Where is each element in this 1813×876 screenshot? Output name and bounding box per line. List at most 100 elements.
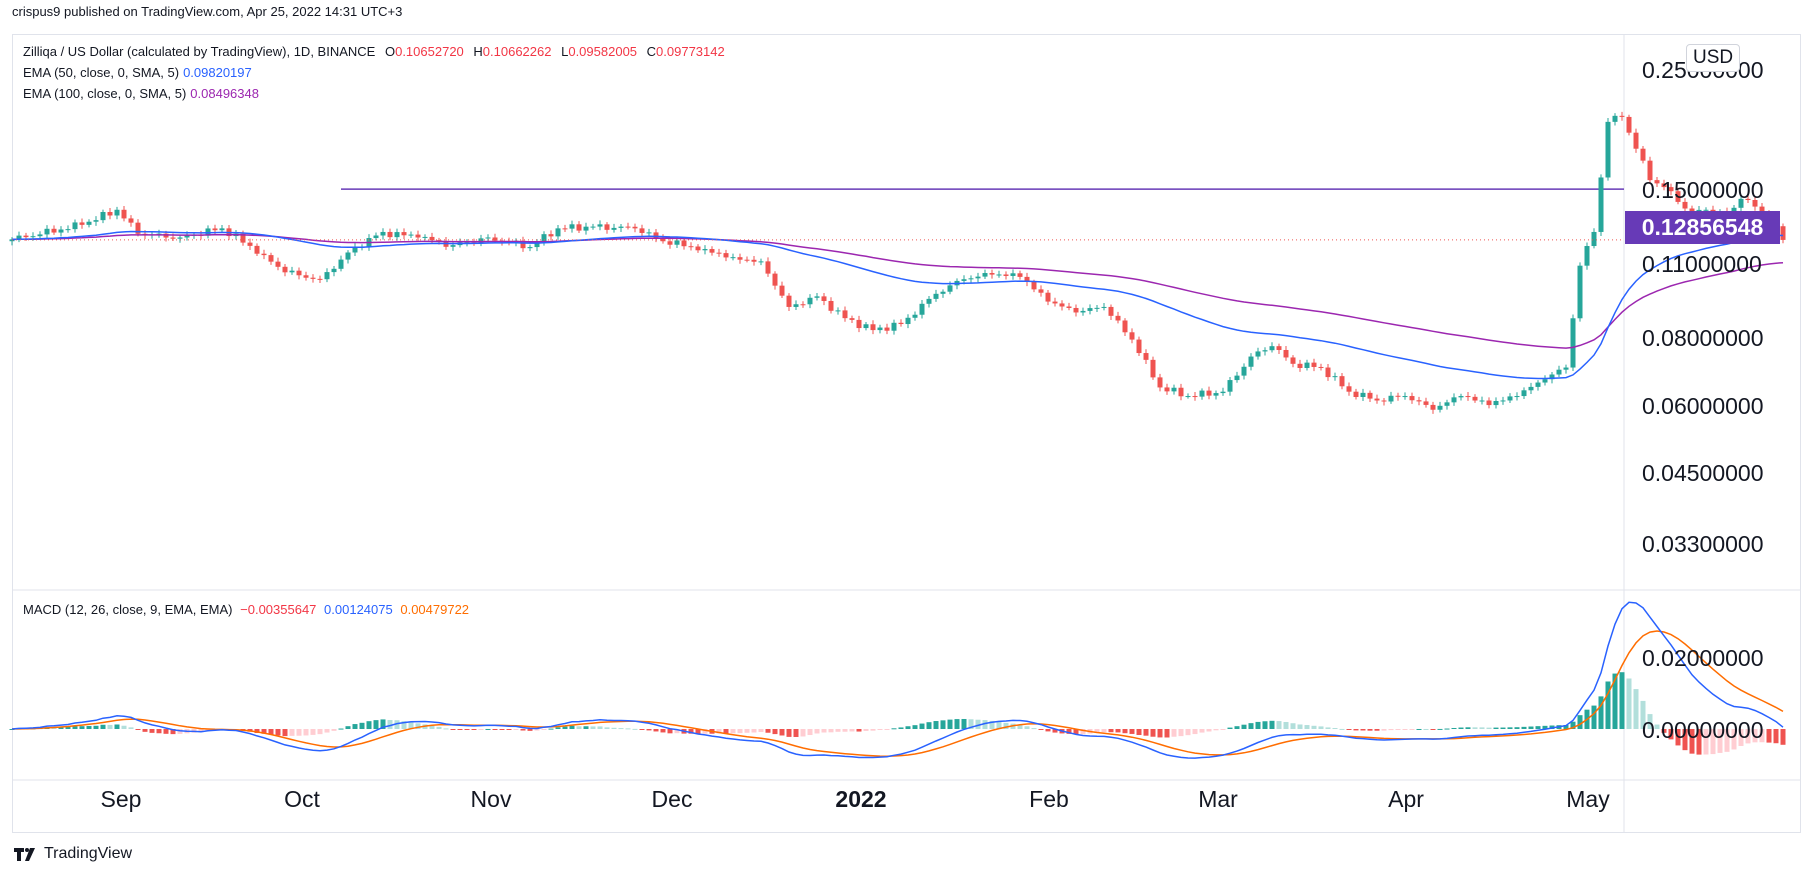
candle-body xyxy=(863,324,869,329)
ema100-legend[interactable]: EMA (100, close, 0, SMA, 5) 0.08496348 xyxy=(23,86,259,101)
candle xyxy=(1661,179,1667,191)
macd-histogram-bar xyxy=(1318,726,1324,729)
candle xyxy=(1752,196,1758,211)
candle-body xyxy=(1199,390,1205,397)
macd-histogram-bar xyxy=(1052,729,1058,733)
candle-body xyxy=(1185,396,1191,398)
candle xyxy=(723,249,729,262)
candle-body xyxy=(240,233,246,243)
candle xyxy=(135,219,141,237)
candle-body xyxy=(744,259,750,261)
macd-histogram-bar xyxy=(163,729,169,734)
candle xyxy=(793,300,799,311)
candle-body xyxy=(1346,386,1352,392)
candle xyxy=(1283,345,1289,361)
candle xyxy=(702,245,708,255)
candle xyxy=(1332,372,1338,381)
candle-body xyxy=(261,253,267,256)
candle-body xyxy=(597,224,603,227)
macd-histogram-bar xyxy=(1675,729,1681,746)
macd-histogram-bar xyxy=(688,729,694,734)
macd-histogram-bar xyxy=(1731,729,1737,750)
candle-body xyxy=(1108,306,1114,316)
candle xyxy=(849,315,855,324)
macd-histogram-bar xyxy=(1262,721,1268,729)
candle-body xyxy=(114,209,120,216)
macd-histogram-bar xyxy=(814,729,820,734)
candle-body xyxy=(1206,390,1212,396)
symbol-legend: Zilliqa / US Dollar (calculated by Tradi… xyxy=(23,44,725,59)
candle-body xyxy=(646,232,652,234)
candle xyxy=(1346,382,1352,396)
macd-histogram-bar xyxy=(891,728,897,730)
candle-body xyxy=(380,231,386,236)
macd-tick: 0.02000000 xyxy=(1642,645,1764,671)
candle xyxy=(1521,387,1527,399)
macd-lines-group xyxy=(11,601,1784,759)
candle-body xyxy=(884,327,890,331)
candle xyxy=(520,236,526,252)
candle-body xyxy=(590,226,596,228)
candle-body xyxy=(1584,246,1590,266)
candle xyxy=(898,319,904,327)
macd-histogram-bar xyxy=(1416,728,1422,730)
macd-legend[interactable]: MACD (12, 26, close, 9, EMA, EMA) −0.003… xyxy=(23,602,469,617)
candle-body xyxy=(1297,363,1303,368)
candle xyxy=(1094,304,1100,313)
candle xyxy=(1150,356,1156,380)
macd-histogram-bar xyxy=(1745,729,1751,744)
macd-histogram-bar xyxy=(324,729,330,733)
macd-histogram-bar xyxy=(1150,729,1156,737)
candle-body xyxy=(548,234,554,237)
candle xyxy=(1374,394,1380,404)
macd-histogram-bar xyxy=(940,720,946,729)
candle-body xyxy=(485,237,491,239)
candle-body xyxy=(716,252,722,254)
candle xyxy=(100,209,106,224)
candle xyxy=(1430,401,1436,414)
candle xyxy=(1192,392,1198,401)
candle xyxy=(1059,300,1065,311)
candle-body xyxy=(1521,390,1527,397)
tradingview-brand[interactable]: TradingView xyxy=(14,845,132,863)
candle-body xyxy=(793,304,799,307)
candle xyxy=(1129,328,1135,344)
candle xyxy=(1024,272,1030,287)
candle xyxy=(1367,390,1373,403)
candle-body xyxy=(1066,306,1072,308)
macd-histogram-bar xyxy=(1696,729,1702,755)
macd-histogram-bar xyxy=(394,720,400,729)
candle-body xyxy=(667,241,673,245)
symbol-name: Zilliqa / US Dollar (calculated by Tradi… xyxy=(23,44,376,59)
ema50-legend[interactable]: EMA (50, close, 0, SMA, 5) 0.09820197 xyxy=(23,65,252,80)
macd-histogram-bar xyxy=(1199,729,1205,733)
candle-body xyxy=(821,296,827,301)
candle-body xyxy=(1115,315,1121,321)
macd-histogram-bar xyxy=(1689,729,1695,754)
candle-body xyxy=(527,247,533,249)
candle-body xyxy=(268,255,274,262)
macd-histogram-bar xyxy=(1535,726,1541,729)
candle xyxy=(800,301,806,308)
candle-body xyxy=(219,228,225,231)
candle-body xyxy=(373,235,379,239)
candle-body xyxy=(856,319,862,329)
candle xyxy=(394,228,400,241)
currency-badge[interactable]: USD xyxy=(1686,44,1741,72)
macd-histogram-bar xyxy=(1304,725,1310,729)
candle-body xyxy=(1703,209,1709,211)
candle xyxy=(1290,355,1296,368)
chart-frame[interactable] xyxy=(12,34,1801,833)
macd-histogram-bar xyxy=(835,729,841,732)
macd-histogram-bar xyxy=(1115,729,1121,733)
time-tick: Dec xyxy=(651,786,693,812)
candle-body xyxy=(1507,396,1513,401)
candle-body xyxy=(1759,206,1765,214)
candle-body xyxy=(93,220,99,222)
candle xyxy=(1311,358,1317,372)
candle-body xyxy=(1626,116,1632,133)
ema50-line xyxy=(11,230,1784,380)
candle xyxy=(926,296,932,308)
candle-body xyxy=(492,237,498,241)
